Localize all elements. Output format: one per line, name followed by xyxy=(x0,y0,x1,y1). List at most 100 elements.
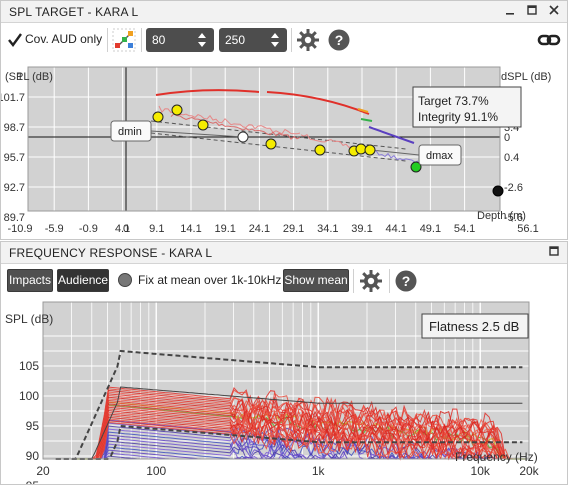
impacts-button[interactable]: Impacts xyxy=(7,269,53,292)
audience-button[interactable]: Audience xyxy=(57,269,109,292)
frequency-response-panel: FREQUENCY RESPONSE - KARA L Impacts Audi… xyxy=(0,241,568,485)
spin-arrows-icon[interactable] xyxy=(270,32,280,48)
target-box: Target 73.7% Integrity 91.1% xyxy=(412,86,522,128)
spl-titlebar: SPL TARGET - KARA L xyxy=(1,1,567,23)
yellow-marker xyxy=(364,144,376,156)
red-response-curve xyxy=(76,386,526,460)
flatness-value: Flatness 2.5 dB xyxy=(429,319,519,334)
measured-curve xyxy=(170,113,301,140)
black-marker xyxy=(492,185,504,197)
toolbar-divider xyxy=(389,269,390,293)
svg-text:?: ? xyxy=(402,273,411,289)
svg-text:?: ? xyxy=(335,32,344,48)
close-icon[interactable] xyxy=(545,3,563,21)
freq-y-axis-label: SPL (dB) xyxy=(5,312,53,326)
y-right-tick-label: -2.6 xyxy=(504,182,523,194)
spl-panel-title: SPL TARGET - KARA L xyxy=(9,5,139,19)
spin-arrows-icon[interactable] xyxy=(197,32,207,48)
dmin-pointer xyxy=(150,130,244,138)
freq-x-tick-label: 20 xyxy=(36,464,50,478)
gear-icon[interactable] xyxy=(359,269,383,293)
integrity-percentage: Integrity 91.1% xyxy=(418,110,498,124)
freq-y-tick-label: 105 xyxy=(19,359,39,373)
dmax-callout[interactable]: dmax xyxy=(418,144,462,166)
dmin-callout[interactable]: dmin xyxy=(110,120,152,142)
y-right-axis-label: dSPL (dB) xyxy=(501,71,551,83)
red-response-curve xyxy=(76,393,526,460)
cov-aud-only-label[interactable]: Cov. AUD only xyxy=(25,32,103,46)
x-tick-label: 54.1 xyxy=(454,223,475,235)
green-segment xyxy=(360,118,373,122)
spl-target-panel: SPL TARGET - KARA L Cov. AUD only xyxy=(0,0,568,240)
mapping-icon[interactable] xyxy=(112,28,136,52)
yellow-marker xyxy=(171,104,183,116)
toolbar-divider xyxy=(141,28,142,52)
fix-at-mean-label[interactable]: Fix at mean over 1k-10kHz xyxy=(138,273,282,287)
y-left-top-mark: 1 xyxy=(17,71,23,83)
x-tick-label: 4.1 xyxy=(115,223,130,235)
x-tick-label: 9.1 xyxy=(149,223,164,235)
spl-toolbar: Cov. AUD only 80 250 xyxy=(1,24,567,56)
spin-b[interactable]: 250 xyxy=(219,28,287,52)
freq-y-tick-label: 100 xyxy=(19,389,39,403)
spl-target-plot[interactable]: 101.798.795.792.789.786.783.76.43.40.4-2… xyxy=(1,57,567,239)
x-tick-label: 19.1 xyxy=(214,223,235,235)
toolbar-divider xyxy=(107,28,108,52)
freq-plot-frame xyxy=(42,301,530,460)
restore-icon[interactable] xyxy=(523,3,541,21)
yellow-marker xyxy=(265,138,277,150)
green-marker xyxy=(410,161,422,173)
red-coverage-arc xyxy=(155,89,260,96)
x-tick-label: -10.9 xyxy=(7,223,32,235)
freq-x-tick-label: 1k xyxy=(312,464,326,478)
x-tick-label: 24.1 xyxy=(249,223,270,235)
spin-a[interactable]: 80 xyxy=(146,28,214,52)
yellow-marker xyxy=(314,144,326,156)
y-left-tick-label: 89.7 xyxy=(4,212,25,224)
purple-segment xyxy=(368,126,415,144)
x-tick-label: 44.1 xyxy=(385,223,406,235)
help-icon[interactable]: ? xyxy=(327,28,351,52)
spin-a-value: 80 xyxy=(152,33,166,47)
orange-segment xyxy=(357,108,369,113)
spl-axes: 101.798.795.792.789.786.783.76.43.40.4-2… xyxy=(1,66,539,235)
link-icon[interactable] xyxy=(537,28,561,52)
frequency-response-plot[interactable]: 105 100 95 90 8520 100 1k 10k 20k SPL (dB) Frequ… xyxy=(1,298,567,484)
gear-icon[interactable] xyxy=(296,28,320,52)
x-tick-label: 29.1 xyxy=(283,223,304,235)
show-mean-button[interactable]: Show mean xyxy=(283,269,349,292)
spl-curves xyxy=(150,89,420,163)
freq-x-tick-label: 10k xyxy=(471,464,491,478)
checkmark-icon[interactable] xyxy=(7,32,22,47)
yellow-marker xyxy=(152,111,164,123)
dmin-label: dmin xyxy=(118,126,142,138)
freq-y-tick-label: 90 xyxy=(26,449,40,463)
toolbar-divider xyxy=(353,269,354,293)
freq-y-tick-label: 95 xyxy=(26,419,40,433)
white-marker xyxy=(237,131,249,143)
y-right-tick-label: 0.4 xyxy=(504,152,519,164)
flatness-box: Flatness 2.5 dB xyxy=(421,313,529,339)
upper-tolerance-dashed xyxy=(55,349,523,460)
x-axis-label: Depth (m) xyxy=(477,210,526,222)
minimize-icon[interactable] xyxy=(501,3,519,21)
red-response-curve xyxy=(76,399,526,460)
red-response-curve xyxy=(76,410,526,460)
x-end-label: 56.1 xyxy=(517,223,538,235)
help-icon[interactable]: ? xyxy=(394,269,418,293)
x-tick-label: 49.1 xyxy=(420,223,441,235)
x-origin-label: 0 xyxy=(123,223,129,235)
freq-titlebar: FREQUENCY RESPONSE - KARA L xyxy=(1,242,567,264)
freq-x-tick-label: 100 xyxy=(146,464,166,478)
x-tick-label: 34.1 xyxy=(317,223,338,235)
x-tick-label: 39.1 xyxy=(351,223,372,235)
restore-icon[interactable] xyxy=(545,244,563,262)
yellow-marker xyxy=(355,143,367,155)
x-tick-label: -5.9 xyxy=(45,223,64,235)
lower-tolerance-dashed xyxy=(55,424,523,460)
spl-plot-frame xyxy=(27,66,501,212)
dmax-label: dmax xyxy=(426,150,453,162)
target-percentage: Target 73.7% xyxy=(418,94,489,108)
radio-icon[interactable] xyxy=(117,272,133,288)
x-tick-label: 14.1 xyxy=(180,223,201,235)
